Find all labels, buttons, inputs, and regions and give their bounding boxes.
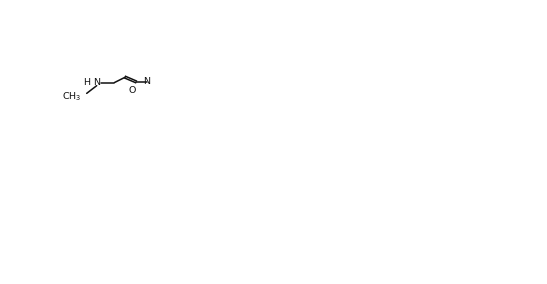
Text: O: O	[129, 86, 136, 95]
Text: H: H	[83, 78, 90, 87]
Text: CH$_3$: CH$_3$	[62, 90, 82, 103]
Text: N: N	[143, 77, 150, 86]
Text: N: N	[93, 78, 100, 87]
